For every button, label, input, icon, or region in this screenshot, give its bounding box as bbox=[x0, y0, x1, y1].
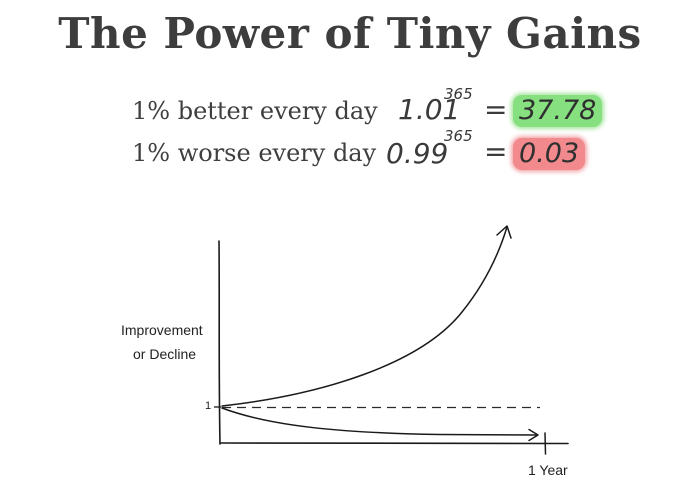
better-base: 1.01 bbox=[398, 93, 461, 126]
decline-curve bbox=[221, 407, 538, 436]
worse-exponent: 365 bbox=[444, 127, 473, 145]
worse-base: 0.99 bbox=[386, 137, 449, 170]
x-axis bbox=[219, 442, 569, 445]
growth-curve bbox=[221, 226, 508, 407]
worse-result: 0.03 bbox=[513, 138, 586, 170]
better-row-label: 1% better every day bbox=[132, 97, 378, 125]
growth-arrowhead bbox=[496, 225, 512, 239]
y-axis-label-line2: or Decline bbox=[133, 346, 197, 362]
better-exponent: 365 bbox=[444, 85, 473, 103]
baseline-tick-label: 1 bbox=[205, 400, 212, 412]
worse-equals: = bbox=[484, 135, 508, 168]
worse-formula: 0.99 365 bbox=[386, 128, 473, 170]
better-equals: = bbox=[484, 93, 508, 126]
y-axis-label-line1: Improvement bbox=[121, 322, 203, 338]
better-formula: 1.01 365 bbox=[398, 86, 473, 126]
better-result: 37.78 bbox=[513, 95, 603, 127]
one-year-label: 1 Year bbox=[528, 462, 568, 478]
decline-arrowhead bbox=[528, 428, 539, 442]
y-axis bbox=[218, 240, 221, 445]
page-title: The Power of Tiny Gains bbox=[58, 9, 642, 58]
one-year-tick bbox=[544, 432, 547, 455]
worse-row-label: 1% worse every day bbox=[132, 139, 377, 167]
